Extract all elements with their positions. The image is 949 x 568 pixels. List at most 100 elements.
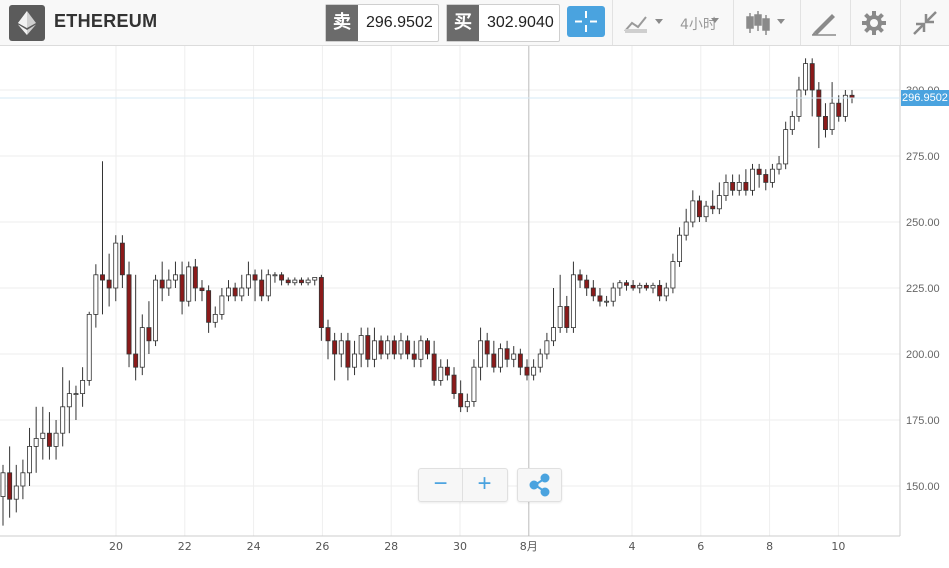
candle-body [325, 327, 331, 342]
x-tick-label: 30 [453, 540, 467, 553]
candle-body [265, 274, 271, 297]
candlestick-chart[interactable]: 150.00175.00200.00225.00250.00275.00300.… [0, 46, 949, 568]
candle-body [557, 306, 563, 329]
candle-body [391, 340, 397, 355]
candle-body [139, 327, 145, 368]
candle-body [511, 353, 517, 360]
candle-body [776, 163, 782, 170]
candle-body [212, 313, 218, 323]
candle-body [803, 63, 809, 91]
candle-body [564, 306, 570, 329]
candle-body [73, 393, 79, 396]
x-tick-label: 26 [315, 540, 329, 553]
candle-body [769, 168, 775, 183]
candle-body [33, 438, 39, 447]
candle-body [40, 432, 46, 439]
candle-body [338, 340, 344, 355]
collapse-button[interactable] [912, 10, 938, 36]
candle-body [570, 274, 576, 329]
candle-body [842, 94, 848, 117]
crosshair-button[interactable] [567, 6, 605, 37]
share-button[interactable] [517, 468, 562, 502]
candle-body [597, 295, 603, 302]
crosshair-icon [575, 11, 597, 32]
candle-body [796, 89, 802, 117]
sell-label: 卖 [326, 5, 358, 41]
candle-body [13, 485, 19, 500]
x-tick-label: 8月 [520, 540, 538, 553]
candle-body [484, 340, 490, 355]
candle-body [232, 287, 238, 297]
candle-body [292, 279, 298, 284]
candle-body [829, 102, 835, 131]
x-tick-label: 20 [109, 540, 123, 553]
buy-quote[interactable]: 买 302.9040 [446, 4, 560, 42]
candlestick-button[interactable] [744, 10, 790, 36]
buy-price: 302.9040 [487, 14, 554, 31]
candle-body [172, 274, 178, 281]
candle-body [657, 284, 663, 297]
candle-body [352, 353, 357, 368]
candle-body [159, 279, 165, 289]
candle-body [630, 284, 636, 289]
candle-body [683, 221, 689, 236]
y-tick-label: 200.00 [906, 349, 940, 361]
candle-body [411, 353, 417, 360]
candle-body [531, 366, 537, 376]
zoom-out-button[interactable]: − [433, 470, 448, 497]
candle-body [192, 266, 198, 289]
settings-button[interactable] [861, 10, 887, 36]
zoom-in-button[interactable]: + [477, 470, 492, 497]
drawing-tool-button[interactable] [810, 10, 838, 36]
candle-body [677, 234, 683, 262]
toolbar: ETHEREUM 卖 296.9502 买 302.9040 4小时 [0, 0, 949, 46]
x-tick-label: 28 [384, 540, 398, 553]
candle-body [451, 374, 457, 394]
y-tick-label: 150.00 [906, 481, 940, 493]
y-tick-label: 275.00 [906, 151, 940, 163]
candle-body [279, 274, 285, 281]
candle-body [809, 63, 815, 91]
share-icon [529, 473, 550, 497]
candle-body [146, 327, 152, 342]
candle-body [763, 174, 769, 183]
candle-body [431, 353, 437, 381]
candle-body [133, 353, 139, 368]
candle-body [113, 242, 119, 289]
candle-body [80, 379, 86, 394]
candle-body [46, 432, 52, 447]
x-tick-label: 24 [247, 540, 261, 553]
sell-quote[interactable]: 卖 296.9502 [325, 4, 439, 42]
candle-body [756, 168, 762, 175]
candle-body [385, 340, 391, 355]
candle-body [491, 353, 497, 368]
candle-body [405, 340, 411, 355]
candle-body [696, 200, 702, 218]
candle-body [7, 472, 13, 500]
candle-body [624, 282, 629, 286]
candle-body [305, 279, 311, 284]
candle-body [604, 300, 610, 303]
candle-body [551, 327, 556, 342]
candle-body [464, 401, 470, 408]
candle-body [637, 284, 643, 289]
candle-body [750, 168, 755, 191]
candle-body [584, 279, 590, 289]
candle-body [378, 340, 384, 355]
candle-body [166, 279, 172, 289]
candle-body [239, 287, 245, 297]
candle-body [524, 366, 530, 376]
candle-body [478, 340, 484, 368]
candle-body [617, 282, 623, 289]
candle-body [219, 295, 225, 315]
candle-body [444, 366, 450, 376]
separator [850, 0, 851, 45]
chart-type-button[interactable] [622, 11, 670, 35]
timeframe-selector[interactable]: 4小时 [680, 17, 717, 33]
separator [612, 0, 613, 45]
y-tick-label: 225.00 [906, 283, 940, 295]
candle-body [345, 340, 351, 368]
sell-price: 296.9502 [366, 14, 433, 31]
candle-body [0, 472, 6, 497]
separator [900, 0, 901, 45]
